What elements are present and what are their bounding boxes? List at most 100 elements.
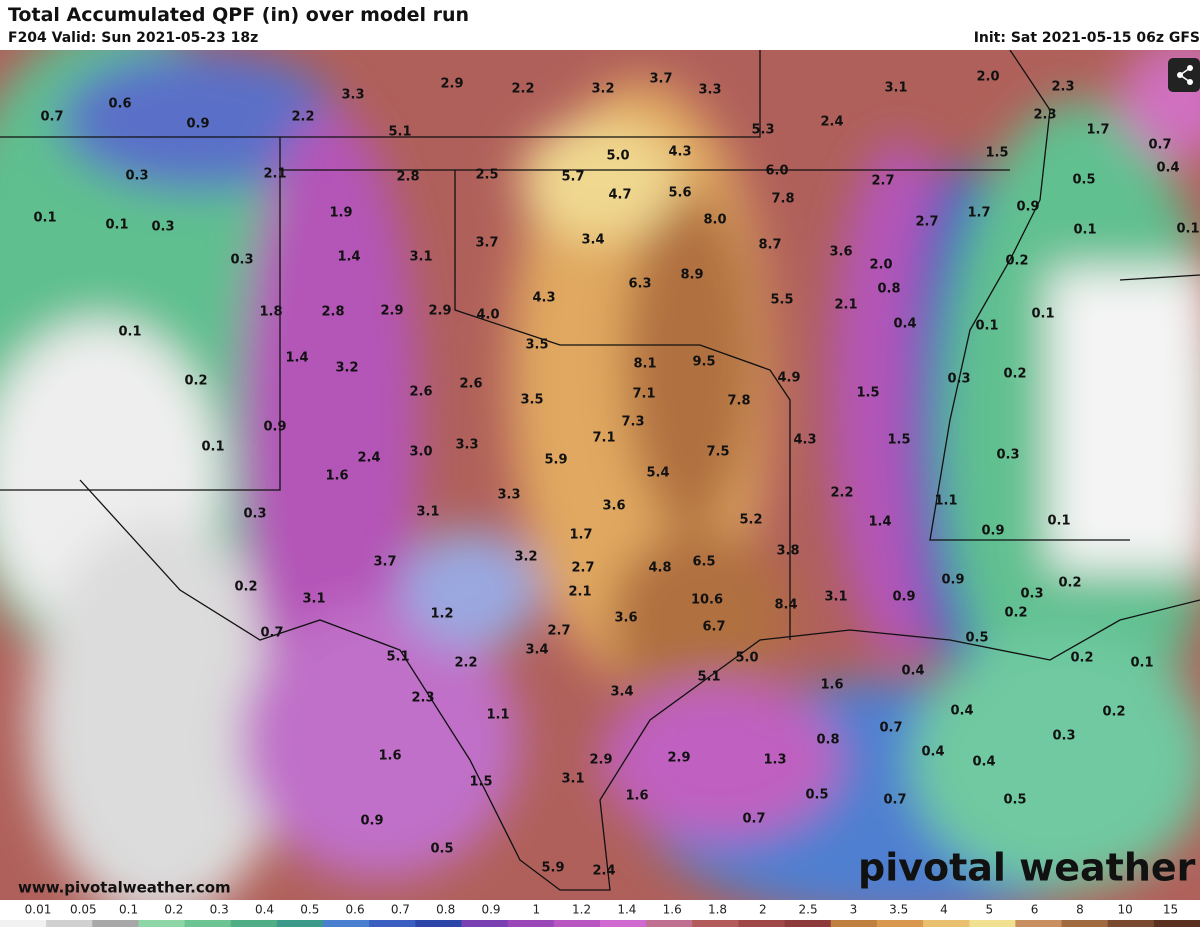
precip-label: 5.0: [735, 651, 758, 666]
scale-label: 2.5: [799, 903, 818, 917]
precip-label: 2.7: [871, 174, 894, 189]
precip-label: 1.8: [259, 305, 282, 320]
precip-label: 7.3: [621, 415, 644, 430]
precip-label: 3.7: [649, 72, 672, 87]
color-swatch: [138, 920, 186, 927]
precip-label: 0.8: [816, 733, 839, 748]
precip-label: 1.7: [967, 206, 990, 221]
precip-label: 0.4: [950, 704, 973, 719]
precip-label: 0.3: [1020, 587, 1043, 602]
website: www.pivotalweather.com: [18, 879, 231, 897]
precip-label: 3.0: [409, 445, 432, 460]
precip-label: 0.4: [901, 664, 924, 679]
precip-label: 0.1: [118, 325, 141, 340]
precip-label: 2.7: [915, 215, 938, 230]
precip-label: 6.5: [692, 555, 715, 570]
precip-label: 3.7: [475, 236, 498, 251]
precip-label: 5.0: [606, 149, 629, 164]
precip-label: 6.0: [765, 164, 788, 179]
precip-label: 3.1: [884, 81, 907, 96]
precip-label: 0.1: [1031, 307, 1054, 322]
precip-label: 0.1: [1176, 222, 1199, 237]
precip-label: 3.3: [497, 488, 520, 503]
precip-label: 0.3: [151, 220, 174, 235]
precip-label: 3.6: [829, 245, 852, 260]
precip-label: 1.6: [325, 469, 348, 484]
precip-label: 0.5: [430, 842, 453, 857]
color-swatch: [276, 920, 324, 927]
color-swatch: [876, 920, 924, 927]
precip-label: 0.5: [965, 631, 988, 646]
precip-label: 1.5: [985, 146, 1008, 161]
color-swatch: [184, 920, 232, 927]
scale-label: 2: [759, 903, 767, 917]
precip-label: 1.7: [1086, 123, 1109, 138]
scale-label: 0.7: [391, 903, 410, 917]
scale-label: 1.8: [708, 903, 727, 917]
precip-label: 1.4: [868, 515, 891, 530]
share-button[interactable]: [1168, 58, 1200, 92]
precip-label: 1.4: [285, 351, 308, 366]
precip-label: 3.1: [416, 505, 439, 520]
color-swatch: [1061, 920, 1109, 927]
precip-label: 8.9: [680, 268, 703, 283]
precip-label: 0.7: [1148, 138, 1171, 153]
precip-label: 0.4: [921, 745, 944, 760]
precip-label: 4.3: [532, 291, 555, 306]
precip-label: 3.7: [373, 555, 396, 570]
precip-label: 1.5: [887, 433, 910, 448]
color-swatch: [46, 920, 93, 927]
precip-label: 2.2: [511, 82, 534, 97]
precip-label: 0.2: [184, 374, 207, 389]
precip-label: 0.2: [234, 580, 257, 595]
precip-label: 7.8: [771, 192, 794, 207]
precip-label: 0.7: [260, 626, 283, 641]
precip-label: 0.1: [33, 211, 56, 226]
precip-label: 3.3: [698, 83, 721, 98]
precip-label: 2.0: [869, 258, 892, 273]
precip-label: 9.5: [692, 355, 715, 370]
precip-label: 0.9: [360, 814, 383, 829]
scale-label: 1: [532, 903, 540, 917]
color-swatch: [738, 920, 786, 927]
precip-label: 1.1: [486, 708, 509, 723]
precip-label: 5.1: [697, 670, 720, 685]
precip-label: 5.6: [668, 186, 691, 201]
precip-label: 0.9: [186, 117, 209, 132]
color-swatch: [369, 920, 416, 927]
precip-label: 2.4: [820, 115, 843, 130]
color-swatch: [923, 920, 970, 927]
precip-label: 7.8: [727, 394, 750, 409]
precip-label: 2.2: [830, 486, 853, 501]
precip-label: 0.3: [996, 448, 1019, 463]
precip-label: 3.4: [610, 685, 633, 700]
precip-label: 2.3: [1051, 80, 1074, 95]
precip-label: 2.9: [589, 753, 612, 768]
precip-label: 8.4: [774, 598, 797, 613]
precip-label: 5.9: [541, 861, 564, 876]
precip-label: 2.3: [1033, 108, 1056, 123]
precip-label: 0.4: [1156, 161, 1179, 176]
scale-label: 0.4: [255, 903, 274, 917]
color-swatch: [784, 920, 832, 927]
precip-label: 0.2: [1004, 606, 1027, 621]
precip-label: 0.9: [941, 573, 964, 588]
precip-label: 5.5: [770, 293, 793, 308]
scale-label: 0.2: [164, 903, 183, 917]
precip-label: 5.1: [388, 125, 411, 140]
precip-label: 0.1: [201, 440, 224, 455]
scale-label: 0.9: [481, 903, 500, 917]
precip-label: 0.3: [125, 169, 148, 184]
valid-time: F204 Valid: Sun 2021-05-23 18z: [8, 30, 259, 46]
precip-label: 4.9: [777, 371, 800, 386]
brand: pivotal weather: [858, 846, 1196, 890]
precip-label: 3.6: [614, 611, 637, 626]
precip-label: 0.3: [243, 507, 266, 522]
precip-label: 0.9: [981, 524, 1004, 539]
precip-label: 2.4: [357, 451, 380, 466]
precip-label: 2.9: [380, 304, 403, 319]
precip-label: 2.5: [475, 168, 498, 183]
scale-label: 6: [1031, 903, 1039, 917]
precip-label: 1.6: [625, 789, 648, 804]
precip-label: 0.2: [1003, 367, 1026, 382]
